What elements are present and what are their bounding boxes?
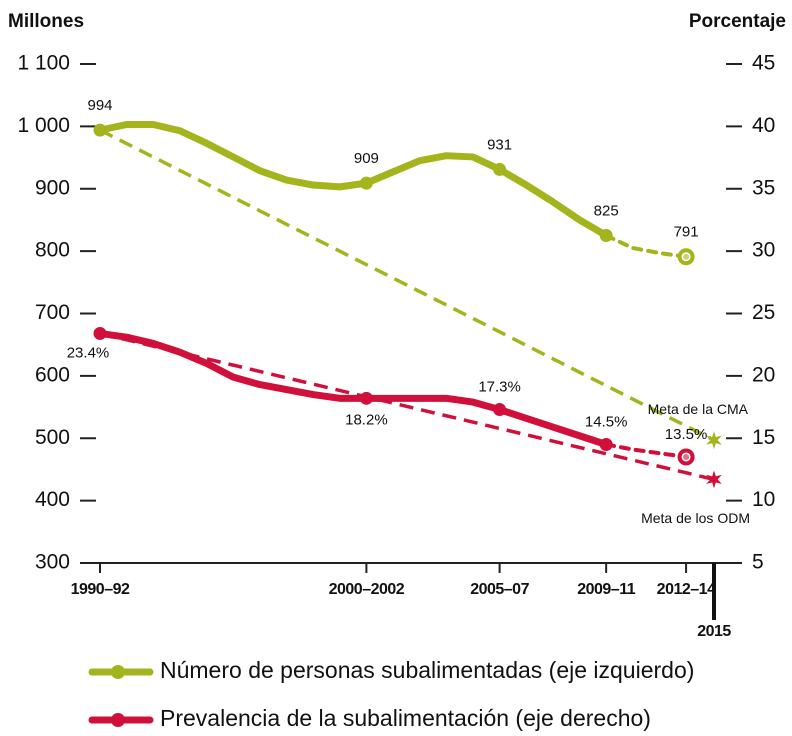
target-label: Meta de la CMA [648,401,749,417]
data-label: 18.2% [345,411,388,428]
data-label: 909 [354,150,379,167]
x-tick-label: 2012–14 [657,581,716,598]
point [359,391,373,405]
point [599,437,613,451]
data-label: 994 [87,97,112,114]
y-tick-label: 800 [35,239,70,262]
target-marker [706,470,722,489]
y2-axis-label: Porcentaje [689,11,786,32]
y2-tick-label: 20 [752,363,775,386]
y-tick-label: 500 [35,426,70,449]
series-line-projected [604,442,689,459]
legend-swatch-point [111,665,125,679]
y2-tick-label: 30 [752,239,775,262]
point [493,403,507,417]
y-tick-label: 400 [35,488,70,511]
data-label: 14.5% [585,413,628,430]
y-tick-label: 900 [35,176,70,199]
data-label: 825 [594,203,619,220]
data-label: 17.3% [478,379,521,396]
x-tick-label: 2015 [697,623,731,640]
point-inner [683,453,690,460]
series-line [96,329,610,448]
y2-tick-label: 15 [752,426,775,449]
target-line [99,128,715,442]
y-tick-label: 300 [35,551,70,574]
series-line-projected [604,233,689,259]
x-tick-label: 2005–07 [470,581,529,598]
y2-tick-label: 10 [752,488,775,511]
data-label: 23.4% [67,344,110,361]
legend-swatch-point [111,713,125,727]
data-label: 931 [487,136,512,153]
y2-tick-label: 25 [752,301,775,324]
x-tick-label: 2009–11 [577,581,636,598]
point [359,176,373,190]
legend-label: Número de personas subalimentadas (eje i… [160,657,694,683]
data-label: 791 [674,224,699,241]
y-tick-label: 1 100 [17,52,70,75]
point [599,229,613,243]
y-tick-label: 1 000 [17,114,70,137]
x-tick-label: 2000–2002 [329,581,405,598]
target-line [99,331,715,482]
y-tick-label: 700 [35,301,70,324]
target-marker [706,431,722,450]
data-label: 13.5% [665,426,708,443]
y2-tick-label: 35 [752,176,775,199]
target-label: Meta de los ODM [641,510,750,526]
point [493,162,507,176]
legend-label: Prevalencia de la subalimentación (eje d… [160,705,651,731]
y-tick-label: 600 [35,363,70,386]
point [93,123,107,137]
y2-tick-label: 5 [752,551,764,574]
y2-tick-label: 40 [752,114,775,137]
x-tick-label: 1990–92 [71,581,130,598]
y-axis-label: Millones [8,11,84,32]
point [93,326,107,340]
y2-tick-label: 45 [752,52,775,75]
point-inner [683,253,690,260]
series-line [96,121,610,240]
